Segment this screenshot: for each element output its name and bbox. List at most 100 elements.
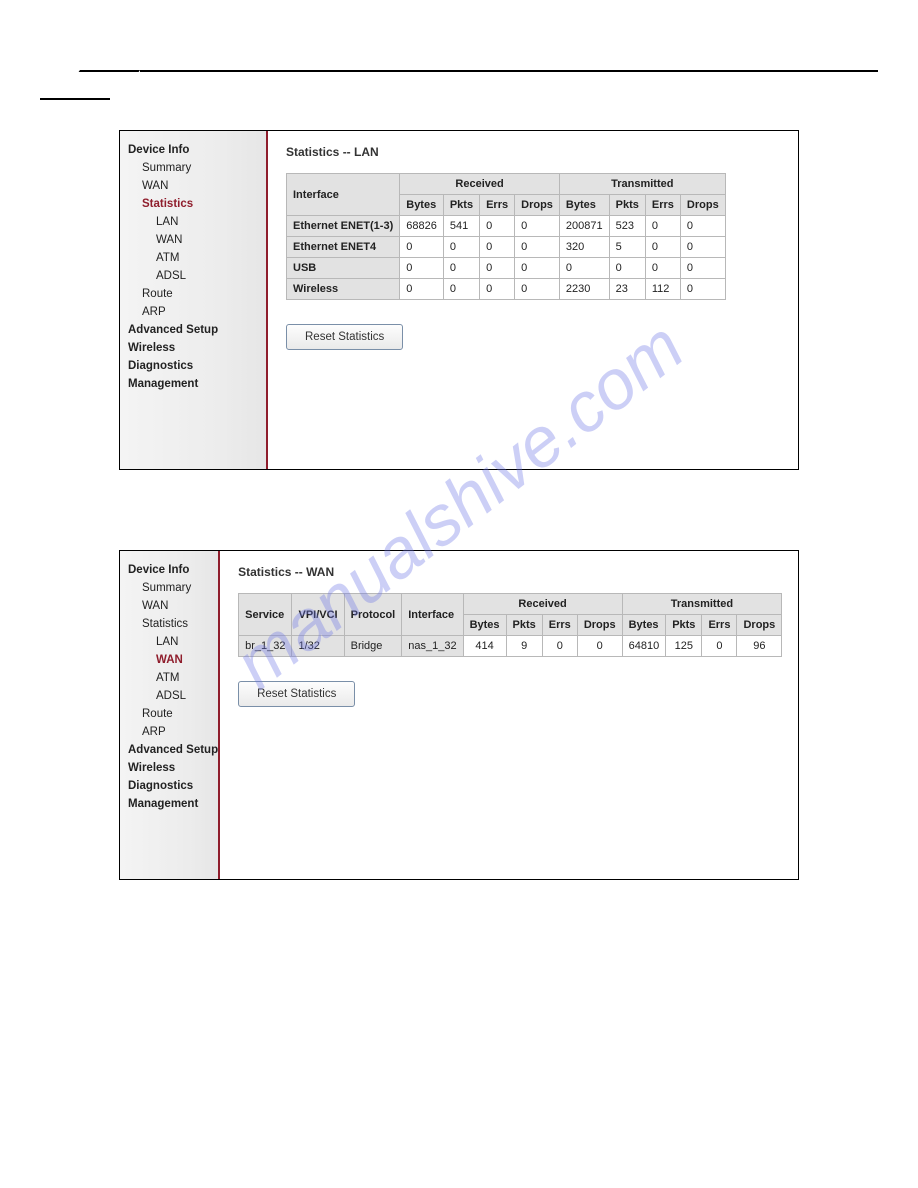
th-t-bytes: Bytes	[622, 615, 666, 636]
cell: 0	[480, 237, 515, 258]
nav-stats-lan[interactable]: LAN	[126, 633, 218, 651]
nav-device-info[interactable]: Device Info	[126, 561, 218, 579]
reset-statistics-button[interactable]: Reset Statistics	[286, 324, 403, 350]
nav-diagnostics[interactable]: Diagnostics	[126, 357, 266, 375]
cell: 0	[443, 237, 479, 258]
page-title-lan: Statistics -- LAN	[286, 145, 780, 159]
cell-iface: nas_1_32	[402, 636, 463, 657]
th-interface: Interface	[287, 174, 400, 216]
th-vpivci: VPI/VCI	[292, 594, 344, 636]
th-r-pkts: Pkts	[506, 615, 542, 636]
nav-stats-wan[interactable]: WAN	[126, 651, 218, 669]
nav-arp[interactable]: ARP	[126, 723, 218, 741]
th-t-drops: Drops	[737, 615, 782, 636]
cell: 0	[515, 258, 560, 279]
cell: 0	[480, 279, 515, 300]
cell: 0	[515, 216, 560, 237]
th-r-drops: Drops	[577, 615, 622, 636]
th-r-errs: Errs	[542, 615, 577, 636]
page-header-rule	[0, 20, 918, 90]
table-row: USB 0 0 0 0 0 0 0 0	[287, 258, 726, 279]
cell: 0	[645, 258, 680, 279]
cell: 0	[400, 237, 444, 258]
nav-summary[interactable]: Summary	[126, 159, 266, 177]
cell: 0	[400, 258, 444, 279]
table-row: br_1_32 1/32 Bridge nas_1_32 414 9 0 0 6…	[239, 636, 782, 657]
cell: 0	[480, 216, 515, 237]
nav-advanced-setup[interactable]: Advanced Setup	[126, 741, 218, 759]
sidebar: Device Info Summary WAN Statistics LAN W…	[120, 131, 268, 469]
th-received: Received	[463, 594, 622, 615]
nav-management[interactable]: Management	[126, 375, 266, 393]
cell: 0	[680, 216, 725, 237]
cell: 0	[645, 216, 680, 237]
cell: 2230	[559, 279, 609, 300]
th-t-errs: Errs	[645, 195, 680, 216]
cell: 523	[609, 216, 645, 237]
nav-stats-atm[interactable]: ATM	[126, 249, 266, 267]
cell: 200871	[559, 216, 609, 237]
wan-stats-table: Service VPI/VCI Protocol Interface Recei…	[238, 593, 782, 657]
nav-arp[interactable]: ARP	[126, 303, 266, 321]
th-t-drops: Drops	[680, 195, 725, 216]
cell: 0	[680, 237, 725, 258]
th-received: Received	[400, 174, 560, 195]
lan-stats-table: Interface Received Transmitted Bytes Pkt…	[286, 173, 726, 300]
cell: 23	[609, 279, 645, 300]
reset-statistics-button[interactable]: Reset Statistics	[238, 681, 355, 707]
th-interface: Interface	[402, 594, 463, 636]
cell: 0	[515, 237, 560, 258]
nav-summary[interactable]: Summary	[126, 579, 218, 597]
cell-iface: Ethernet ENET(1-3)	[287, 216, 400, 237]
nav-wireless[interactable]: Wireless	[126, 339, 266, 357]
th-t-pkts: Pkts	[666, 615, 702, 636]
cell-protocol: Bridge	[344, 636, 402, 657]
nav-stats-adsl[interactable]: ADSL	[126, 687, 218, 705]
cell: 125	[666, 636, 702, 657]
nav-route[interactable]: Route	[126, 285, 266, 303]
cell: 0	[559, 258, 609, 279]
cell: 0	[702, 636, 737, 657]
nav-advanced-setup[interactable]: Advanced Setup	[126, 321, 266, 339]
cell: 0	[400, 279, 444, 300]
th-r-errs: Errs	[480, 195, 515, 216]
th-transmitted: Transmitted	[559, 174, 725, 195]
nav-wan[interactable]: WAN	[126, 177, 266, 195]
nav-statistics[interactable]: Statistics	[126, 195, 266, 213]
cell: 0	[680, 279, 725, 300]
nav-stats-wan[interactable]: WAN	[126, 231, 266, 249]
th-service: Service	[239, 594, 292, 636]
th-t-errs: Errs	[702, 615, 737, 636]
stats-lan-panel: Device Info Summary WAN Statistics LAN W…	[119, 130, 799, 470]
nav-statistics[interactable]: Statistics	[126, 615, 218, 633]
th-r-pkts: Pkts	[443, 195, 479, 216]
cell: 0	[542, 636, 577, 657]
cell: 0	[515, 279, 560, 300]
th-r-bytes: Bytes	[400, 195, 444, 216]
th-transmitted: Transmitted	[622, 594, 782, 615]
th-r-bytes: Bytes	[463, 615, 506, 636]
cell: 96	[737, 636, 782, 657]
nav-wireless[interactable]: Wireless	[126, 759, 218, 777]
nav-stats-atm[interactable]: ATM	[126, 669, 218, 687]
nav-route[interactable]: Route	[126, 705, 218, 723]
cell-iface: USB	[287, 258, 400, 279]
cell-service: br_1_32	[239, 636, 292, 657]
nav-wan[interactable]: WAN	[126, 597, 218, 615]
page-title-wan: Statistics -- WAN	[238, 565, 782, 579]
nav-diagnostics[interactable]: Diagnostics	[126, 777, 218, 795]
nav-management[interactable]: Management	[126, 795, 218, 813]
table-row: Ethernet ENET4 0 0 0 0 320 5 0 0	[287, 237, 726, 258]
cell: 541	[443, 216, 479, 237]
nav-stats-lan[interactable]: LAN	[126, 213, 266, 231]
nav-device-info[interactable]: Device Info	[126, 141, 266, 159]
cell: 112	[645, 279, 680, 300]
cell: 0	[480, 258, 515, 279]
th-t-pkts: Pkts	[609, 195, 645, 216]
nav-stats-adsl[interactable]: ADSL	[126, 267, 266, 285]
cell: 9	[506, 636, 542, 657]
cell: 0	[609, 258, 645, 279]
th-protocol: Protocol	[344, 594, 402, 636]
cell: 5	[609, 237, 645, 258]
cell: 0	[680, 258, 725, 279]
